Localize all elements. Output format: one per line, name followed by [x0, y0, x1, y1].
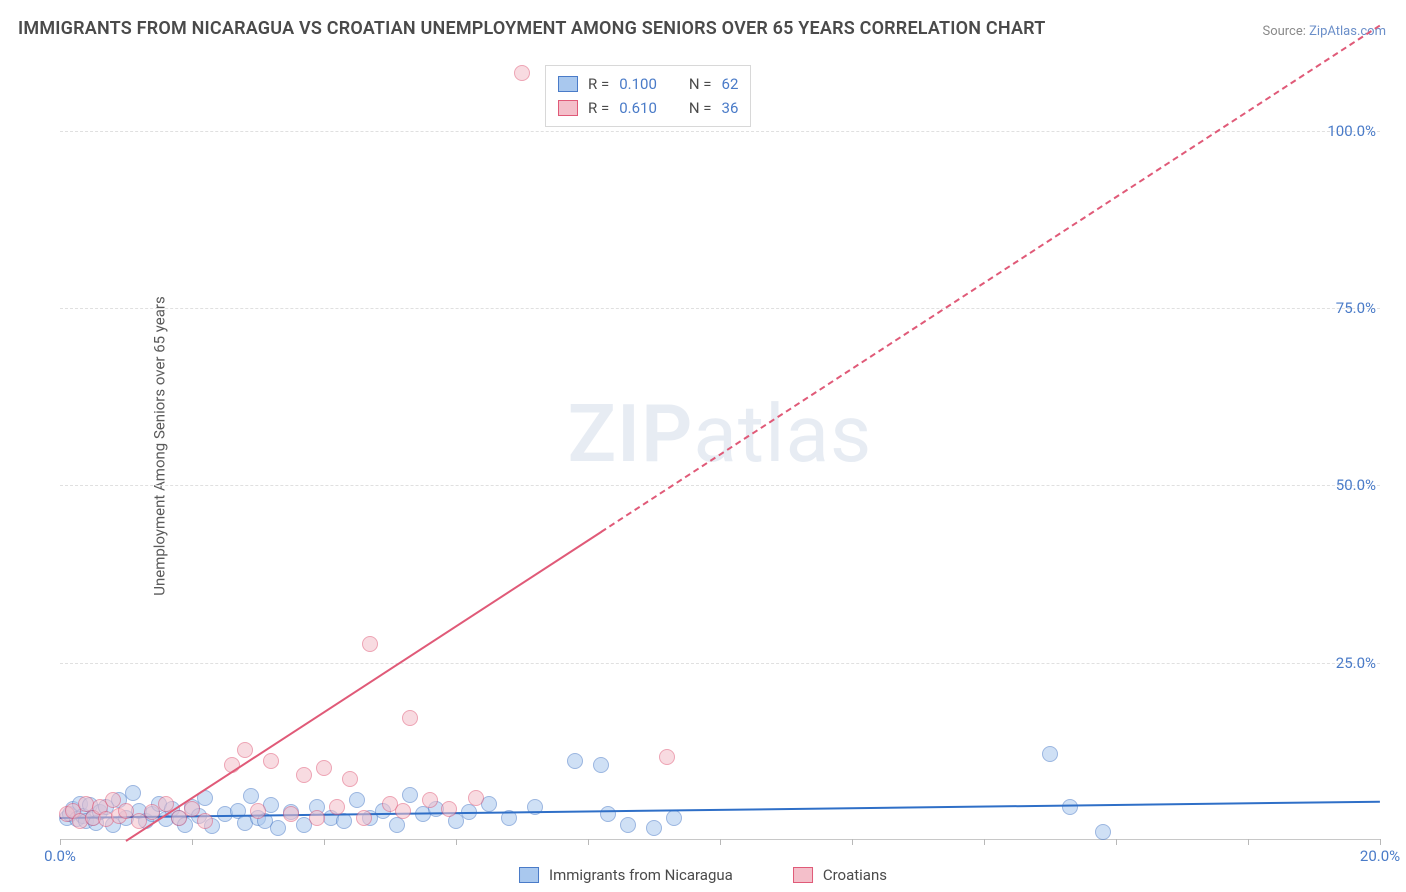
data-point: [402, 710, 418, 726]
stat-legend-row: R = 0.100 N = 62: [558, 72, 738, 96]
data-point: [666, 810, 682, 826]
chart-title: IMMIGRANTS FROM NICARAGUA VS CROATIAN UN…: [18, 18, 1046, 39]
data-point: [263, 753, 279, 769]
n-value: 36: [722, 99, 739, 117]
x-tick-label: 20.0%: [1360, 847, 1400, 865]
r-value: 0.100: [619, 75, 657, 93]
data-point: [441, 801, 457, 817]
data-point: [316, 760, 332, 776]
data-point: [197, 813, 213, 829]
n-label: N =: [689, 99, 712, 117]
grid-line: [60, 485, 1380, 486]
legend-item: Croatians: [793, 866, 887, 884]
y-tick-label: 75.0%: [1336, 299, 1376, 317]
data-point: [389, 817, 405, 833]
data-point: [125, 785, 141, 801]
data-point: [514, 65, 530, 81]
data-point: [646, 820, 662, 836]
x-tick: [588, 839, 589, 845]
stat-legend-row: R = 0.610 N = 36: [558, 96, 738, 120]
legend-swatch: [793, 867, 813, 883]
data-point: [468, 790, 484, 806]
x-tick: [720, 839, 721, 845]
data-point: [349, 792, 365, 808]
x-tick: [192, 839, 193, 845]
legend-item: Immigrants from Nicaragua: [519, 866, 733, 884]
data-point: [659, 749, 675, 765]
legend-label: Immigrants from Nicaragua: [549, 866, 733, 884]
data-point: [567, 753, 583, 769]
n-label: N =: [689, 75, 712, 93]
legend-swatch: [558, 100, 578, 116]
data-point: [283, 806, 299, 822]
data-point: [593, 757, 609, 773]
y-tick-label: 25.0%: [1336, 654, 1376, 672]
x-tick-label: 0.0%: [44, 847, 76, 865]
data-point: [184, 801, 200, 817]
r-label: R =: [588, 99, 609, 117]
data-point: [270, 820, 286, 836]
x-tick: [1116, 839, 1117, 845]
data-point: [422, 792, 438, 808]
data-point: [362, 636, 378, 652]
source-prefix: Source:: [1262, 24, 1309, 39]
legend-label: Croatians: [823, 866, 887, 884]
data-point: [1062, 799, 1078, 815]
data-point: [250, 803, 266, 819]
x-tick: [324, 839, 325, 845]
data-point: [356, 810, 372, 826]
data-point: [402, 787, 418, 803]
x-tick: [984, 839, 985, 845]
data-point: [600, 806, 616, 822]
data-point: [620, 817, 636, 833]
plot-area: ZIPatlas 25.0%50.0%75.0%100.0%0.0%20.0%: [60, 60, 1380, 840]
x-tick: [60, 839, 61, 845]
grid-line: [60, 131, 1380, 132]
legend-swatch: [519, 867, 539, 883]
data-point: [309, 810, 325, 826]
data-point: [1042, 746, 1058, 762]
x-tick: [456, 839, 457, 845]
data-point: [237, 742, 253, 758]
watermark: ZIPatlas: [568, 387, 873, 481]
data-point: [336, 813, 352, 829]
y-tick-label: 50.0%: [1336, 476, 1376, 494]
data-point: [296, 767, 312, 783]
data-point: [342, 771, 358, 787]
series-legend: Immigrants from Nicaragua Croatians: [519, 866, 887, 884]
r-label: R =: [588, 75, 609, 93]
x-tick: [852, 839, 853, 845]
data-point: [329, 799, 345, 815]
stat-legend-box: R = 0.100 N = 62 R = 0.610 N = 36: [545, 65, 751, 127]
x-tick: [1248, 839, 1249, 845]
grid-line: [60, 663, 1380, 664]
watermark-bold: ZIP: [568, 387, 694, 481]
y-tick-label: 100.0%: [1327, 122, 1376, 140]
data-point: [395, 803, 411, 819]
r-value: 0.610: [619, 99, 657, 117]
watermark-rest: atlas: [693, 387, 872, 481]
n-value: 62: [722, 75, 739, 93]
grid-line: [60, 308, 1380, 309]
legend-swatch: [558, 76, 578, 92]
x-tick: [1380, 839, 1381, 845]
data-point: [1095, 824, 1111, 840]
